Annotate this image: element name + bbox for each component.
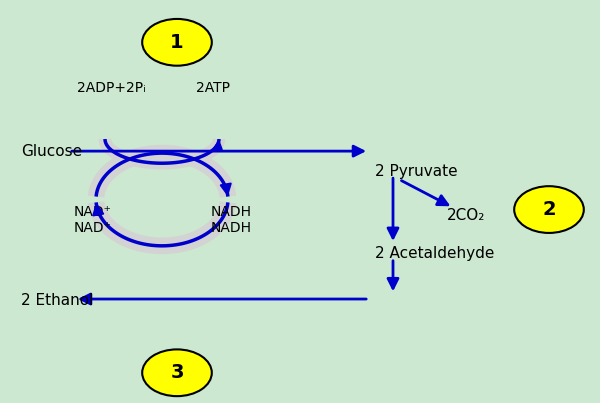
Text: Glucose: Glucose <box>21 143 82 159</box>
Text: NAD⁺
NAD⁺: NAD⁺ NAD⁺ <box>74 205 112 235</box>
Text: 2: 2 <box>542 200 556 219</box>
Circle shape <box>142 19 212 66</box>
Circle shape <box>142 349 212 396</box>
Text: NADH
NADH: NADH NADH <box>211 205 251 235</box>
Text: 3: 3 <box>170 363 184 382</box>
Text: 2CO₂: 2CO₂ <box>447 208 485 223</box>
Text: 2ADP+2Pᵢ: 2ADP+2Pᵢ <box>77 81 145 95</box>
Circle shape <box>514 186 584 233</box>
Text: 2ATP: 2ATP <box>196 81 230 95</box>
Text: 2 Pyruvate: 2 Pyruvate <box>375 164 458 179</box>
Text: 2 Ethanol: 2 Ethanol <box>21 293 94 308</box>
Text: 2 Acetaldehyde: 2 Acetaldehyde <box>375 246 494 262</box>
Text: 1: 1 <box>170 33 184 52</box>
